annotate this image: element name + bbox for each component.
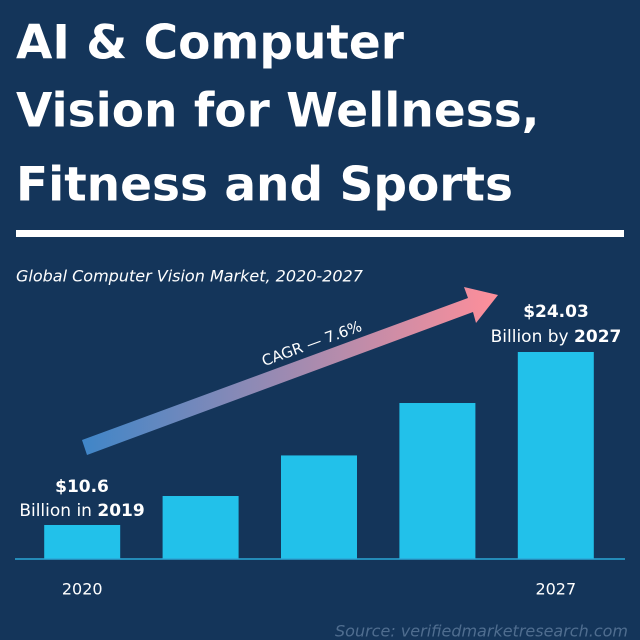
note-text: Billion by [491, 327, 569, 347]
source: Source: verifiedmarketresearch.com [335, 622, 628, 640]
growth-arrow [82, 287, 498, 455]
bar [281, 455, 357, 559]
title-line: Fitness and Sports [16, 158, 513, 213]
x-tick-label: 2027 [535, 580, 576, 599]
value-label: $24.03 [523, 302, 589, 322]
x-tick-label: 2020 [62, 580, 103, 599]
title-line: AI & Computer [16, 16, 405, 71]
start-note: Billion in 2019 [19, 501, 144, 521]
bar [162, 496, 239, 559]
bar [399, 403, 476, 559]
subtitle: Global Computer Vision Market, 2020-2027 [16, 267, 364, 286]
end-note: Billion by 2027 [491, 327, 622, 347]
title-rule [16, 230, 624, 237]
note-year: 2027 [574, 327, 621, 347]
value-label: $10.6 [55, 477, 109, 497]
title-line: Vision for Wellness, [16, 84, 540, 139]
arrow-shape [82, 287, 498, 455]
bar [517, 352, 594, 559]
note-text: Billion in [19, 501, 92, 521]
note-year: 2019 [97, 501, 144, 521]
bar [44, 524, 121, 559]
